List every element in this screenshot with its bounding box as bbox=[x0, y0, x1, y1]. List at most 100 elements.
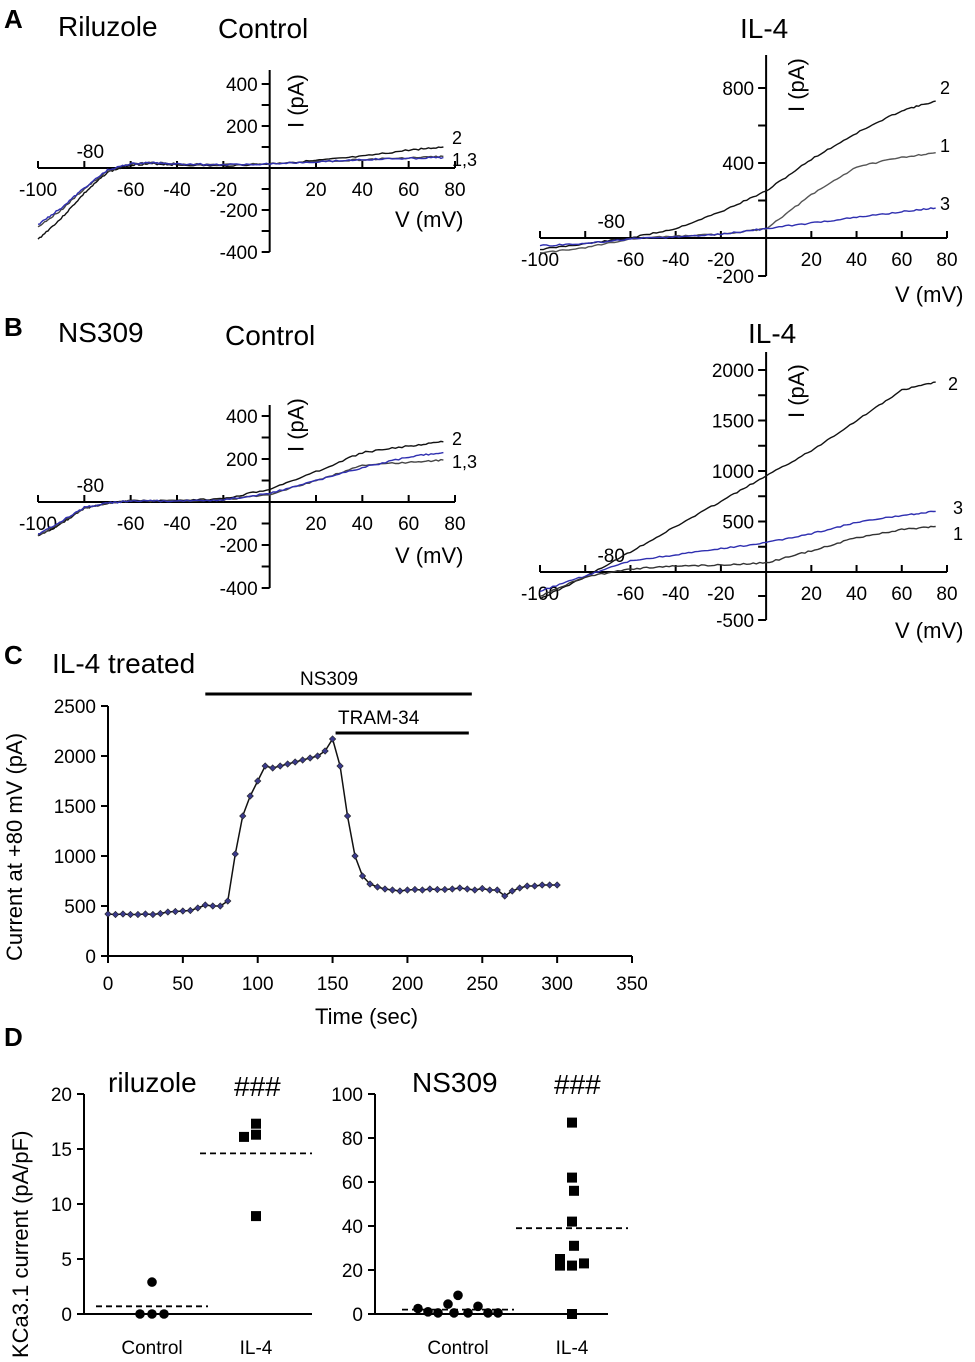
c-data-point bbox=[104, 910, 112, 918]
d-ns309-point-control bbox=[443, 1299, 453, 1309]
c-xtick-label: 300 bbox=[541, 974, 573, 995]
b-il4-xtick-label: 80 bbox=[936, 584, 957, 605]
b-control-ytick-label: -200 bbox=[220, 536, 258, 557]
c-xtick-label: 50 bbox=[172, 974, 193, 995]
c-data-point bbox=[531, 882, 539, 890]
c-data-point bbox=[321, 747, 329, 755]
d-riluzole-point-control bbox=[147, 1309, 157, 1319]
a-control-xtick-label: 80 bbox=[444, 180, 465, 201]
panel-b-drug: NS309 bbox=[58, 317, 144, 348]
d-ns309-point-il-4 bbox=[567, 1117, 577, 1128]
c-data-point bbox=[418, 886, 427, 894]
c-ytick-label: 1000 bbox=[54, 847, 96, 868]
panel-a-drug: Riluzole bbox=[58, 11, 158, 42]
c-xlabel: Time (sec) bbox=[315, 1004, 418, 1029]
c-data-point bbox=[194, 904, 202, 912]
c-data-point bbox=[501, 892, 509, 900]
c-drug-bar-label-1: NS309 bbox=[300, 669, 358, 690]
c-data-point bbox=[284, 760, 292, 768]
d-ns309-point-il-4 bbox=[567, 1216, 577, 1227]
c-data-point bbox=[433, 885, 441, 894]
panel-a-il4-title: IL-4 bbox=[740, 13, 788, 44]
d-riluzole-ytick-label: 0 bbox=[61, 1305, 72, 1326]
c-data-point bbox=[254, 777, 262, 785]
d-ns309-point-il-4 bbox=[579, 1258, 589, 1269]
d-ns309-point-control bbox=[423, 1307, 433, 1317]
c-data-point bbox=[343, 812, 352, 820]
a-control-curve-label: 2 bbox=[452, 128, 462, 148]
c-data-point bbox=[336, 762, 344, 770]
b-il4-curve-label: 2 bbox=[948, 374, 958, 394]
b-control-ytick-label: -400 bbox=[220, 579, 258, 600]
a-il4-ytick-label: 800 bbox=[722, 79, 754, 100]
c-data-point bbox=[478, 884, 486, 893]
d-ns309-category-label: Control bbox=[427, 1338, 488, 1359]
c-data-point bbox=[456, 884, 464, 892]
c-xtick-label: 100 bbox=[242, 974, 274, 995]
c-data-point bbox=[546, 881, 554, 889]
a-control-ylabel: I (pA) bbox=[284, 74, 309, 128]
d-riluzole-point-control bbox=[147, 1277, 157, 1287]
d-ns309-point-control bbox=[453, 1290, 463, 1301]
c-data-point bbox=[231, 850, 239, 858]
b-il4-v-marker: -80 bbox=[597, 546, 624, 567]
c-data-point bbox=[486, 886, 494, 894]
b-il4-ytick-label: 500 bbox=[722, 513, 754, 534]
b-control-curve-label: 1,3 bbox=[452, 452, 477, 472]
a-il4-xtick-label: -60 bbox=[617, 250, 644, 271]
a-control-xlabel: V (mV) bbox=[395, 207, 463, 232]
c-ytick-label: 1500 bbox=[54, 797, 96, 818]
c-data-point bbox=[441, 885, 449, 894]
d-riluzole-ytick-label: 15 bbox=[51, 1140, 72, 1161]
panel-a-control-title: Control bbox=[218, 13, 308, 44]
a-control-curve-label: 1,3 bbox=[452, 150, 477, 170]
c-xtick-label: 200 bbox=[392, 974, 424, 995]
d-ns309-ytick-label: 0 bbox=[352, 1305, 363, 1326]
c-data-point bbox=[261, 762, 269, 770]
a-il4-ylabel: I (pA) bbox=[784, 58, 809, 112]
panel-a-letter: A bbox=[4, 4, 23, 34]
c-data-point bbox=[373, 883, 382, 891]
c-data-point bbox=[553, 881, 561, 889]
d-riluzole-ytick-label: 5 bbox=[61, 1250, 72, 1271]
b-il4-trace-1 bbox=[539, 525, 936, 598]
d-ns309-point-control bbox=[449, 1308, 459, 1318]
c-data-point bbox=[179, 907, 187, 915]
a-control-ytick-label: -200 bbox=[220, 201, 258, 222]
b-il4-xtick-label: 60 bbox=[891, 584, 912, 605]
a-il4-xtick-label: -100 bbox=[521, 250, 559, 271]
d-ns309-point-control bbox=[413, 1303, 423, 1314]
b-il4-ylabel: I (pA) bbox=[784, 364, 809, 418]
d-ns309-ytick-label: 80 bbox=[342, 1129, 363, 1150]
a-il4-ytick-label: -200 bbox=[716, 267, 754, 288]
c-data-point bbox=[351, 852, 359, 860]
a-il4-xtick-label: 40 bbox=[846, 250, 867, 271]
panel-b-letter: B bbox=[4, 312, 23, 342]
panel-d-left-sig: ### bbox=[234, 1071, 281, 1102]
panel-d-letter: D bbox=[4, 1022, 23, 1052]
d-ns309-point-il-4 bbox=[569, 1240, 579, 1251]
a-control-trace-2 bbox=[37, 146, 444, 240]
a-control-ytick-label: -400 bbox=[220, 243, 258, 264]
d-riluzole-point-control bbox=[135, 1309, 145, 1319]
d-riluzole-category-label: IL-4 bbox=[240, 1338, 273, 1359]
panel-b-il4-title: IL-4 bbox=[748, 318, 796, 349]
panel-d-right-title: NS309 bbox=[412, 1067, 498, 1098]
b-il4-xtick-label: -40 bbox=[662, 584, 689, 605]
d-ns309-point-il-4 bbox=[567, 1260, 577, 1271]
b-control-xlabel: V (mV) bbox=[395, 543, 463, 568]
c-data-point bbox=[246, 792, 254, 800]
c-data-point bbox=[516, 884, 524, 892]
c-data-point bbox=[396, 887, 404, 895]
c-data-point bbox=[358, 872, 367, 880]
b-control-xtick-label: -100 bbox=[19, 514, 57, 535]
c-data-point bbox=[523, 882, 531, 890]
b-control-v-marker: -80 bbox=[77, 476, 104, 497]
c-data-point bbox=[149, 910, 157, 919]
c-data-point bbox=[299, 756, 307, 764]
b-control-xtick-label: -40 bbox=[163, 514, 190, 535]
a-control-ytick-label: 200 bbox=[226, 117, 258, 138]
c-data-point bbox=[171, 907, 179, 916]
c-data-point bbox=[426, 885, 434, 893]
a-il4-curve-label: 1 bbox=[940, 136, 950, 156]
